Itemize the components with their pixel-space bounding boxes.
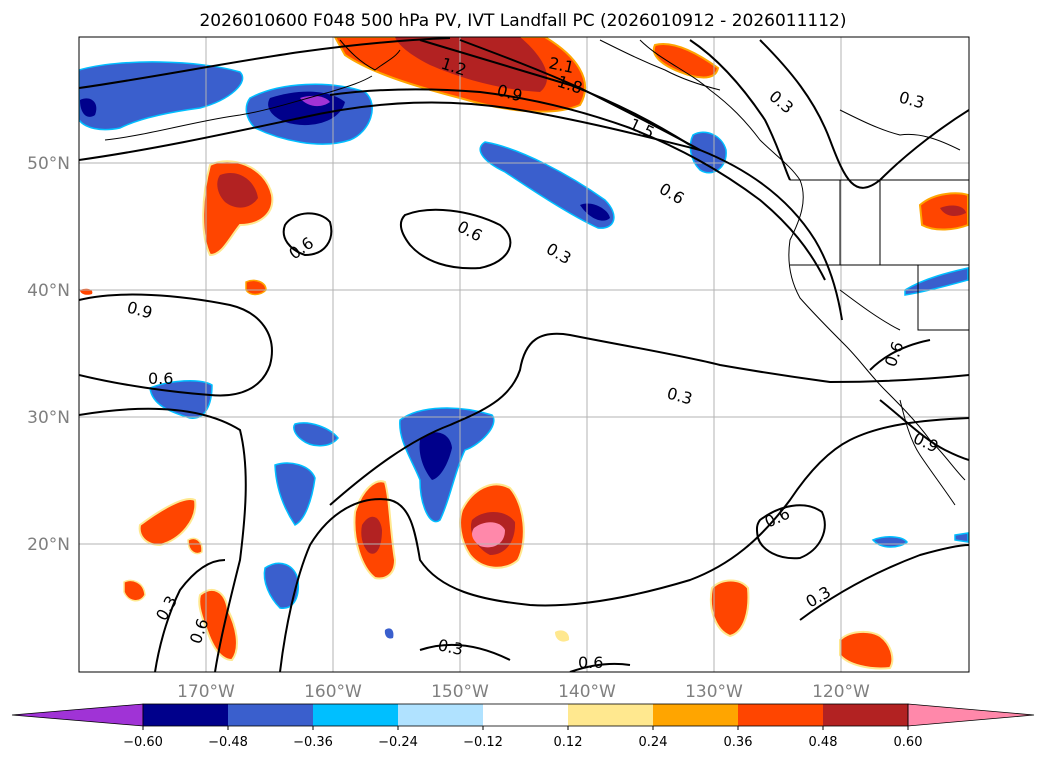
colorbar: −0.60 −0.48 −0.36 −0.24 −0.12 0.12 0.24 0.36 0.4… xyxy=(11,703,1035,750)
colorbar-segment xyxy=(483,704,568,726)
colorbar-frame xyxy=(142,703,909,727)
lat-label-50n: 50°N xyxy=(27,154,70,174)
lat-label-30n: 30°N xyxy=(27,408,70,428)
contour-label: 0.3 xyxy=(436,635,465,659)
colorbar-tick-label: −0.48 xyxy=(208,735,248,750)
colorbar-segment xyxy=(653,704,738,726)
colorbar-tick-label: 0.24 xyxy=(639,735,668,750)
colorbar-tick-label: 0.12 xyxy=(554,735,583,750)
lon-label-130w: 130°W xyxy=(685,682,743,702)
lat-label-20n: 20°N xyxy=(27,535,70,555)
colorbar-segment xyxy=(738,704,823,726)
colorbar-tick-label: 0.60 xyxy=(894,735,923,750)
colorbar-segment xyxy=(143,704,228,726)
colorbar-tick-label: −0.24 xyxy=(378,735,418,750)
positive-anomaly-fill xyxy=(80,37,969,670)
map-panel: 2.1 1.8 1.5 1.2 0.9 0.3 0.3 0.6 0.6 0.6 … xyxy=(78,36,970,673)
map-frame xyxy=(78,36,970,673)
colorbar-segment xyxy=(823,704,908,726)
lon-label-120w: 120°W xyxy=(812,682,870,702)
colorbar-tick-label: −0.60 xyxy=(123,735,163,750)
lat-label-40n: 40°N xyxy=(27,281,70,301)
contour-labels: 2.1 1.8 1.5 1.2 0.9 0.3 0.3 0.6 0.6 0.6 … xyxy=(125,53,941,672)
colorbar-segment xyxy=(313,704,398,726)
colorbar-tick-label: 0.48 xyxy=(809,735,838,750)
lon-label-140w: 140°W xyxy=(558,682,616,702)
colorbar-extend-low xyxy=(11,703,144,727)
contour-label: 0.6 xyxy=(578,653,603,672)
pv-contours xyxy=(79,37,969,672)
figure-title: 2026010600 F048 500 hPa PV, IVT Landfall… xyxy=(199,11,846,31)
colorbar-extend-high xyxy=(907,703,1035,727)
latitude-labels: 50°N 40°N 30°N 20°N xyxy=(27,154,70,555)
colorbar-segment xyxy=(568,704,653,726)
colorbar-segment xyxy=(228,704,313,726)
lon-label-160w: 160°W xyxy=(304,682,362,702)
colorbar-tick-label: −0.12 xyxy=(463,735,503,750)
colorbar-tick-label: 0.36 xyxy=(724,735,753,750)
colorbar-tick-label: −0.36 xyxy=(293,735,333,750)
longitude-labels: 170°W 160°W 150°W 140°W 130°W 120°W xyxy=(177,682,870,702)
lon-label-150w: 150°W xyxy=(431,682,489,702)
colorbar-segment xyxy=(398,704,483,726)
lon-label-170w: 170°W xyxy=(177,682,235,702)
contour-label: 2.1 xyxy=(547,53,576,77)
contour-label: 0.6 xyxy=(148,369,173,388)
